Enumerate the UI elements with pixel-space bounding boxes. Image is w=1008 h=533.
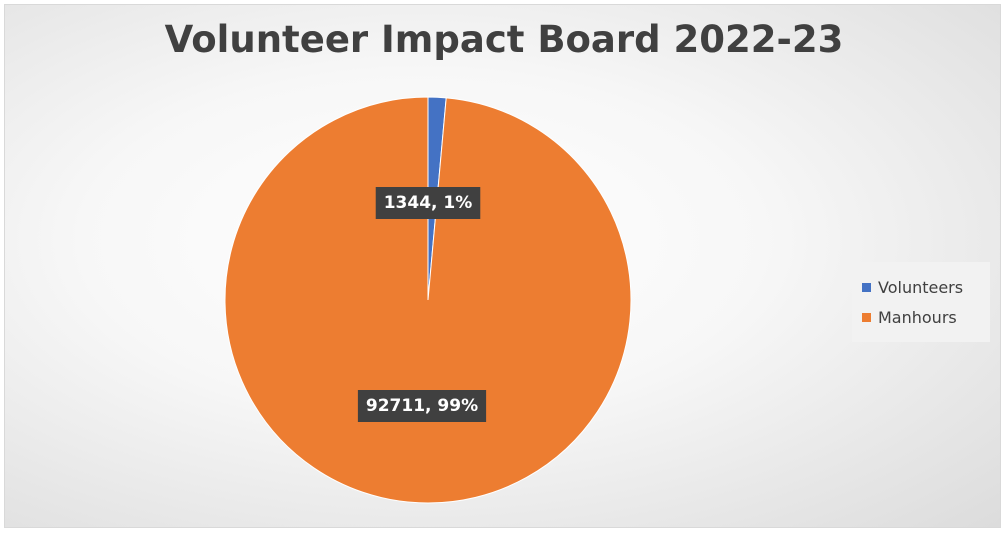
svg-text:1344, 1%: 1344, 1% (384, 193, 473, 213)
data-label-manhours: 92711, 99% (357, 390, 487, 422)
legend-swatch-volunteers (862, 282, 871, 292)
pie-slices (224, 96, 632, 504)
legend: Volunteers Manhours (852, 262, 990, 342)
pie-data-labels: 1344, 1% 92711, 99% (357, 187, 487, 422)
data-label-volunteers: 1344, 1% (375, 187, 481, 219)
legend-swatch-manhours (862, 312, 871, 322)
legend-item-volunteers: Volunteers (862, 272, 990, 302)
legend-label-manhours: Manhours (878, 307, 957, 327)
pie-slice-manhours (224, 96, 632, 504)
legend-item-manhours: Manhours (862, 302, 990, 332)
svg-text:92711, 99%: 92711, 99% (366, 396, 478, 416)
chart-title: Volunteer Impact Board 2022-23 (164, 18, 844, 61)
legend-label-volunteers: Volunteers (878, 277, 964, 297)
